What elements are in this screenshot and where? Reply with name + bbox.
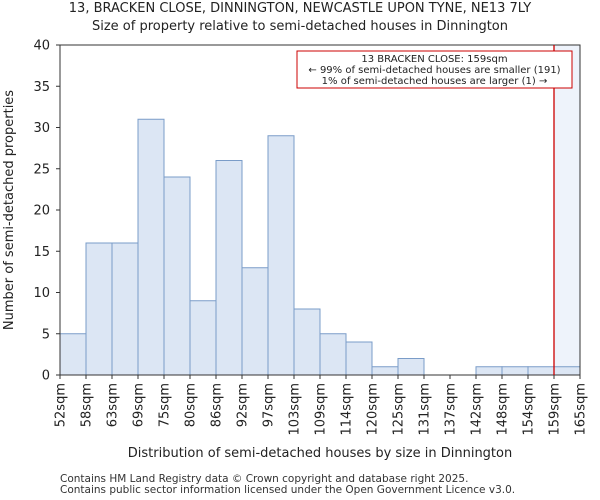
x-tick-label: 137sqm <box>444 383 459 436</box>
x-tick-label: 154sqm <box>522 383 537 436</box>
x-tick-label: 165sqm <box>574 383 589 436</box>
bar-148sqm <box>501 366 529 376</box>
footer-licence: Contains public sector information licen… <box>60 484 516 496</box>
bar-154sqm <box>527 366 555 376</box>
bar-120sqm <box>371 366 399 376</box>
bar-63sqm <box>111 242 139 376</box>
y-tick-label: 15 <box>33 245 50 260</box>
footer-copyright: Contains HM Land Registry data © Crown c… <box>60 473 469 485</box>
y-tick-label: 20 <box>33 204 50 219</box>
chart-title: 13, BRACKEN CLOSE, DINNINGTON, NEWCASTLE… <box>68 1 532 16</box>
bar-125sqm <box>397 358 425 376</box>
x-tick-label: 109sqm <box>314 383 329 436</box>
annotation-box <box>296 50 573 89</box>
bar-52sqm <box>59 333 87 376</box>
bar-80sqm <box>189 300 217 376</box>
x-tick-label: 103sqm <box>288 383 303 436</box>
bar-92sqm <box>241 267 269 376</box>
y-tick-label: 30 <box>33 121 50 136</box>
x-tick-label: 69sqm <box>132 383 147 427</box>
x-tick-label: 92sqm <box>236 383 251 427</box>
y-tick-label: 0 <box>42 369 50 384</box>
bar-114sqm <box>345 341 373 376</box>
x-tick-label: 142sqm <box>470 383 485 436</box>
x-tick-label: 120sqm <box>366 383 381 436</box>
bar-159sqm <box>553 366 581 376</box>
annotation-title: 13 BRACKEN CLOSE: 159sqm <box>361 54 507 65</box>
highlight-region <box>554 45 580 375</box>
x-tick-label: 52sqm <box>54 383 69 427</box>
y-tick-label: 5 <box>42 327 50 342</box>
x-tick-label: 63sqm <box>106 383 121 427</box>
x-tick-label: 114sqm <box>340 383 355 436</box>
x-tick-label: 86sqm <box>210 383 225 427</box>
x-tick-label: 159sqm <box>548 383 563 436</box>
bar-109sqm <box>319 333 347 376</box>
annotation-smaller: ← 99% of semi-detached houses are smalle… <box>308 65 560 76</box>
y-tick-label: 25 <box>33 162 50 177</box>
y-tick-label: 40 <box>33 39 50 54</box>
annotation-larger: 1% of semi-detached houses are larger (1… <box>322 76 548 87</box>
chart-subtitle: Size of property relative to semi-detach… <box>91 19 509 34</box>
bar-142sqm <box>475 366 503 376</box>
x-tick-label: 80sqm <box>184 383 199 427</box>
y-tick-label: 10 <box>33 286 50 301</box>
x-tick-label: 131sqm <box>418 383 433 436</box>
x-tick-label: 75sqm <box>158 383 173 427</box>
x-tick-label: 125sqm <box>392 383 407 436</box>
x-tick-label: 148sqm <box>496 383 511 436</box>
x-tick-label: 97sqm <box>262 383 277 427</box>
y-axis-label: Number of semi-detached properties <box>2 90 17 330</box>
bar-103sqm <box>293 308 321 376</box>
bar-75sqm <box>163 176 191 376</box>
bar-86sqm <box>215 160 243 376</box>
bar-69sqm <box>137 118 165 376</box>
y-tick-label: 35 <box>33 80 50 95</box>
x-tick-label: 58sqm <box>80 383 95 427</box>
bar-58sqm <box>85 242 113 376</box>
x-axis-label: Distribution of semi-detached houses by … <box>128 446 512 461</box>
bar-97sqm <box>267 135 295 376</box>
